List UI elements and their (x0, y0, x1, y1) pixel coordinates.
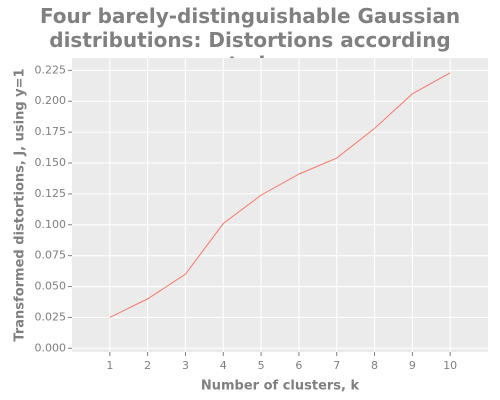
x-tick-label: 3 (182, 359, 189, 372)
x-tick-label: 6 (295, 359, 302, 372)
x-tick-label: 2 (144, 359, 151, 372)
x-tick-label: 5 (258, 359, 265, 372)
y-tick-label: 0.175 (35, 125, 67, 138)
data-line (109, 72, 451, 318)
x-tick-label: 1 (106, 359, 113, 372)
y-tick-label: 0.150 (35, 156, 67, 169)
plot-background (72, 58, 488, 352)
y-axis-label: Transformed distortions, J, using y=1 (13, 68, 28, 341)
y-tick-label: 0.075 (35, 249, 67, 262)
x-tick-label: 8 (371, 359, 378, 372)
y-tick-label: 0.050 (35, 280, 67, 293)
y-tick-label: 0.225 (35, 63, 67, 76)
x-tick-label: 4 (220, 359, 227, 372)
y-tick-label: 0.125 (35, 187, 67, 200)
x-tick-label: 10 (443, 359, 457, 372)
chart-title: Four barely-distinguishable Gaussian dis… (39, 4, 461, 76)
x-tick-label: 9 (409, 359, 416, 372)
x-axis-label: Number of clusters, k (201, 379, 360, 394)
y-tick-label: 0.025 (35, 310, 67, 323)
y-tick-label: 0.200 (35, 94, 67, 107)
x-tick-label: 7 (333, 359, 340, 372)
y-tick-label: 0.100 (35, 218, 67, 231)
y-tick-label: 0.000 (35, 341, 67, 354)
